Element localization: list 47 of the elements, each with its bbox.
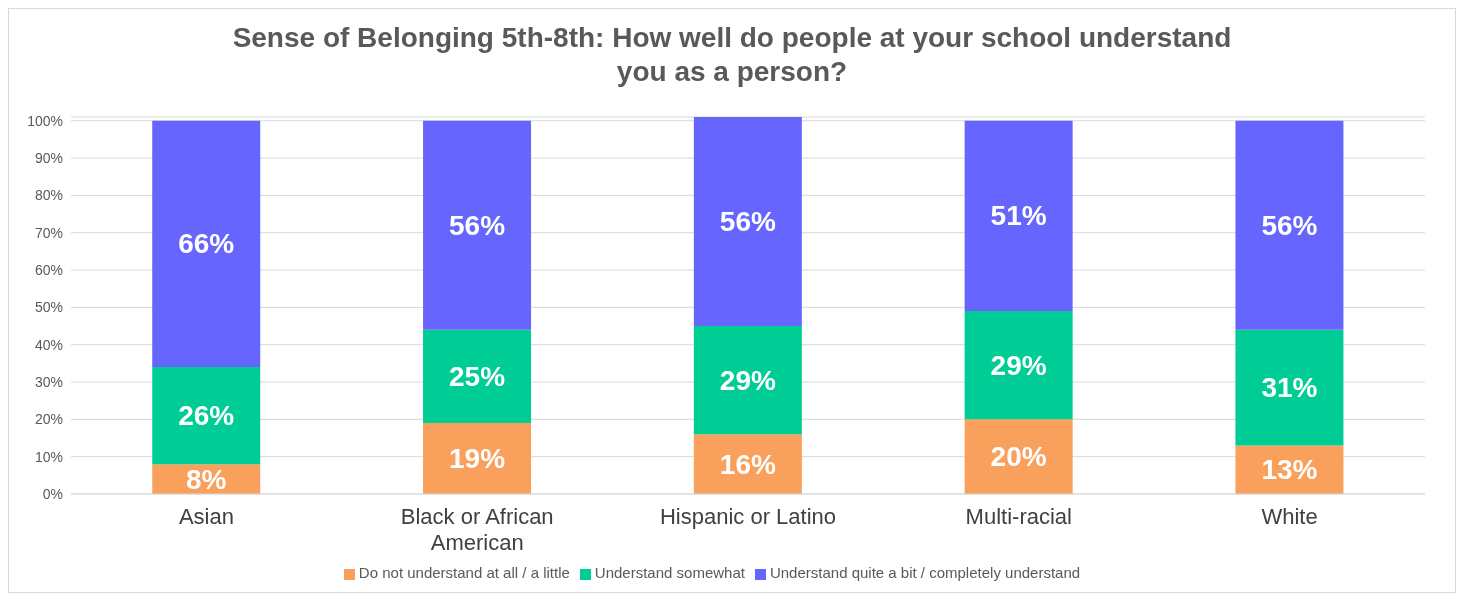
x-tick-label: Hispanic or Latino [659,504,837,529]
y-tick-label: 0% [42,485,63,502]
legend-label: Understand quite a bit / completely understand [769,564,1081,581]
x-tick-label: Asian [178,504,234,529]
bar [423,120,532,330]
legend-label: Understand somewhat [594,564,745,581]
data-label: 66% [178,228,235,260]
data-label: 19% [449,443,506,475]
legend-label: Do not understand at all / a little [358,564,570,581]
bar [152,367,261,465]
data-label: 20% [990,441,1047,473]
data-label: 29% [719,364,776,396]
y-tick-label: 100% [27,112,63,129]
data-label: 8% [186,463,227,495]
data-label: 56% [1261,209,1318,241]
data-label: 31% [1261,372,1318,404]
data-label: 56% [719,206,776,238]
y-tick-label: 20% [34,411,63,428]
bar [964,120,1073,312]
x-tick-label: Black or African American [400,504,554,555]
y-tick-label: 90% [34,150,63,167]
y-tick-label: 80% [34,187,63,204]
bar [964,419,1073,494]
data-label: 29% [990,349,1047,381]
data-label: 25% [449,360,506,392]
data-label: 16% [719,448,776,480]
data-label: 13% [1261,454,1318,486]
chart-title: Sense of Belonging 5th-8th: How well do people at your school understand you as a person? [232,21,1232,89]
x-tick-label: Multi-racial [965,504,1072,529]
data-label: 26% [178,400,235,432]
bar [1235,120,1344,330]
y-tick-label: 60% [34,262,63,279]
y-tick-label: 70% [34,224,63,241]
data-label: 56% [449,209,506,241]
bar [423,423,532,494]
bar [152,120,261,368]
y-tick-label: 30% [34,373,63,390]
bar [693,326,802,435]
y-tick-label: 10% [34,448,63,465]
data-label: 51% [990,200,1047,232]
bar [423,329,532,424]
bar [1235,329,1344,446]
x-tick-label: White [1261,504,1318,529]
y-tick-label: 50% [34,299,63,316]
bar [693,117,802,327]
y-tick-label: 40% [34,336,63,353]
bar [964,311,1073,420]
